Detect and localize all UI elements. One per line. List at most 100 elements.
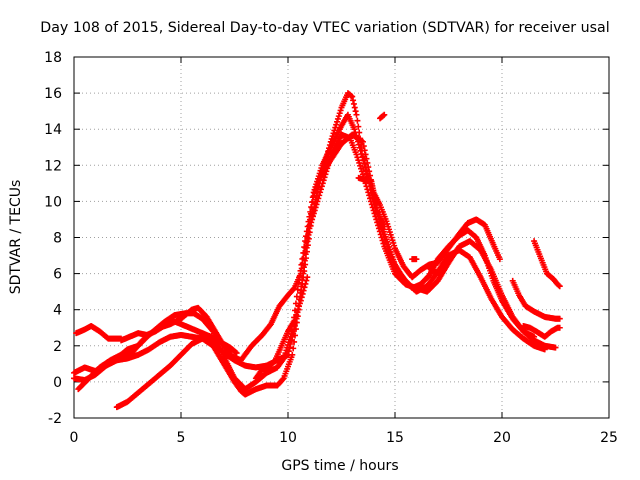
data-point <box>368 178 375 185</box>
y-tick-label: 10 <box>44 194 62 210</box>
data-point <box>352 108 359 115</box>
data-point <box>290 345 297 352</box>
data-point <box>355 141 362 148</box>
data-point <box>381 111 388 118</box>
chart-title: Day 108 of 2015, Sidereal Day-to-day VTE… <box>40 20 609 36</box>
data-point <box>306 222 313 229</box>
data-point <box>271 358 278 365</box>
data-point <box>302 244 309 251</box>
data-point <box>302 280 309 287</box>
data-point <box>552 344 559 351</box>
data-point <box>298 265 305 272</box>
data-point <box>355 157 362 164</box>
series-track-14 <box>531 238 563 290</box>
series-track-1 <box>73 322 125 342</box>
data-point <box>531 333 538 340</box>
data-point <box>365 164 372 171</box>
data-point <box>304 234 311 241</box>
axis-ticks <box>73 56 610 419</box>
x-tick-label: 25 <box>600 430 618 446</box>
data-point <box>305 228 312 235</box>
x-tick-label: 5 <box>177 430 186 446</box>
y-tick-label: 4 <box>53 303 62 319</box>
data-point <box>307 210 314 217</box>
series-track-10 <box>409 256 420 263</box>
data-point <box>373 204 380 211</box>
data-point <box>413 256 420 263</box>
x-tick-label: 0 <box>70 430 79 446</box>
x-tick-label: 20 <box>493 430 511 446</box>
data-point <box>304 274 311 281</box>
y-tick-label: 18 <box>44 50 62 66</box>
data-point <box>296 300 303 307</box>
data-point <box>292 326 299 333</box>
data-point <box>354 117 361 124</box>
data-point <box>350 100 357 107</box>
data-point <box>436 270 443 277</box>
data-point <box>370 187 377 194</box>
y-tick-label: 8 <box>53 231 62 247</box>
data-point <box>354 154 361 161</box>
data-point <box>362 151 369 158</box>
y-axis-label: SDTVAR / TECUs <box>8 180 24 295</box>
data-point <box>369 182 376 189</box>
data-point <box>358 165 365 172</box>
data-point <box>359 154 366 161</box>
axis-tick-labels: 0 5 10 15 20 25 -2 0 2 4 6 8 10 12 14 16 18 <box>44 50 618 446</box>
data-point <box>359 138 366 145</box>
data-point <box>307 216 314 223</box>
series-track-11 <box>426 265 443 277</box>
y-tick-label: 2 <box>53 339 62 355</box>
data-point <box>292 314 299 321</box>
data-point <box>364 159 371 166</box>
data-point <box>300 287 307 294</box>
data-point <box>556 283 563 290</box>
data-point <box>298 294 305 301</box>
data-point <box>293 311 300 318</box>
data-point <box>300 255 307 262</box>
data-point <box>301 249 308 256</box>
y-tick-label: -2 <box>48 411 62 427</box>
y-tick-label: 12 <box>44 158 62 174</box>
data-point <box>367 172 374 179</box>
data-point <box>309 198 316 205</box>
data-point <box>556 315 563 322</box>
data-point <box>356 144 363 151</box>
data-points <box>71 90 563 411</box>
data-point <box>296 303 303 310</box>
series-track-8 <box>355 174 388 230</box>
y-tick-label: 16 <box>44 86 62 102</box>
data-point <box>350 97 357 104</box>
data-point <box>357 162 364 169</box>
data-point <box>555 282 562 289</box>
data-point <box>351 104 358 111</box>
data-point <box>356 159 363 166</box>
series-track-12 <box>509 277 563 322</box>
data-point <box>337 107 344 114</box>
data-point <box>301 284 308 291</box>
series-track-7 <box>252 274 311 382</box>
data-point <box>360 143 367 150</box>
data-point <box>303 277 310 284</box>
data-point <box>308 204 315 211</box>
data-point <box>334 115 341 122</box>
data-point <box>556 324 563 331</box>
data-point <box>294 309 301 316</box>
data-point <box>289 351 296 358</box>
series-track-6 <box>118 317 240 357</box>
data-point <box>297 297 304 304</box>
data-point <box>335 113 342 120</box>
data-point <box>381 223 388 230</box>
x-tick-label: 10 <box>279 430 297 446</box>
series-track-13 <box>520 322 563 340</box>
data-point <box>360 157 367 164</box>
data-point <box>299 260 306 267</box>
data-point <box>361 160 368 167</box>
data-point <box>351 126 358 133</box>
y-tick-label: 6 <box>53 267 62 283</box>
data-point <box>291 317 298 324</box>
data-point <box>233 350 240 357</box>
data-point <box>362 167 369 174</box>
